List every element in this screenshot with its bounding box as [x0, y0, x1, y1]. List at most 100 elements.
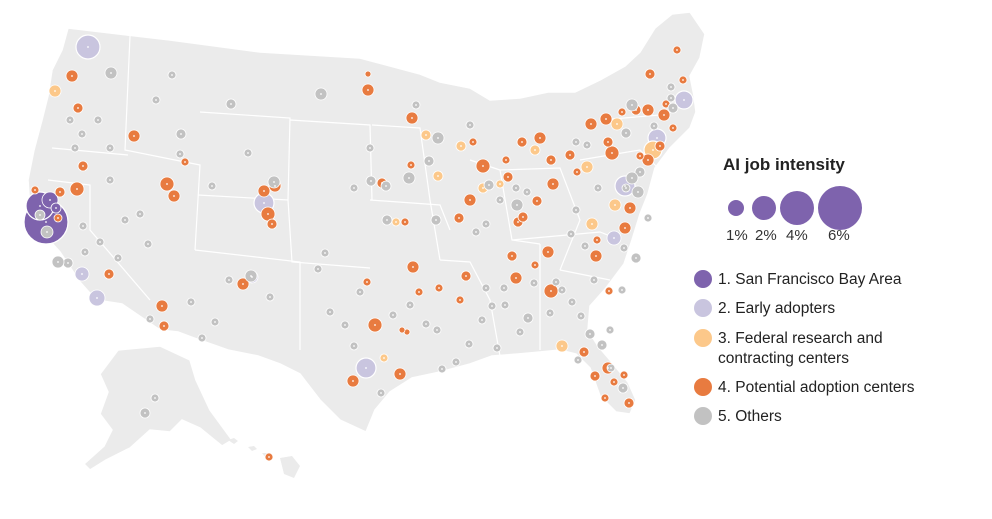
city-marker	[155, 99, 157, 101]
city-marker	[329, 311, 331, 313]
city-marker	[46, 231, 48, 233]
city-marker	[49, 199, 51, 201]
city-marker	[539, 137, 541, 139]
city-marker	[411, 117, 413, 119]
city-marker	[97, 119, 99, 121]
city-marker	[659, 145, 661, 147]
size-circle-1	[728, 200, 744, 216]
city-marker	[580, 315, 582, 317]
legend-label: 3. Federal research and contracting cent…	[718, 330, 883, 367]
federal-swatch	[694, 329, 712, 347]
city-marker	[468, 343, 470, 345]
size-label-4: 4%	[786, 227, 808, 244]
city-marker	[211, 185, 213, 187]
city-marker	[575, 209, 577, 211]
city-marker	[605, 118, 607, 120]
city-marker	[82, 165, 84, 167]
city-marker	[228, 279, 230, 281]
city-marker	[385, 185, 387, 187]
city-marker	[409, 304, 411, 306]
city-marker	[149, 318, 151, 320]
city-marker	[589, 333, 591, 335]
city-marker	[491, 305, 493, 307]
city-marker	[639, 171, 641, 173]
city-marker	[370, 180, 372, 182]
city-marker	[511, 255, 513, 257]
city-marker	[597, 187, 599, 189]
city-marker	[596, 239, 598, 241]
city-marker	[180, 133, 182, 135]
city-marker	[267, 213, 269, 215]
city-marker	[133, 135, 135, 137]
city-marker	[57, 217, 59, 219]
contiguous-us-shape	[27, 11, 706, 434]
city-marker	[366, 281, 368, 283]
city-marker	[586, 144, 588, 146]
city-dot	[398, 326, 406, 334]
city-marker	[166, 183, 168, 185]
city-marker	[496, 347, 498, 349]
size-circle-6	[818, 186, 862, 230]
city-marker	[460, 145, 462, 147]
city-marker	[455, 361, 457, 363]
city-marker	[647, 159, 649, 161]
city-marker	[163, 325, 165, 327]
city-marker	[647, 217, 649, 219]
city-marker	[575, 141, 577, 143]
city-marker	[344, 324, 346, 326]
city-marker	[672, 127, 674, 129]
city-marker	[54, 90, 56, 92]
city-marker	[410, 164, 412, 166]
city-marker	[607, 367, 609, 369]
city-marker	[663, 114, 665, 116]
size-circle-2	[752, 196, 776, 220]
hawaii-island-4	[280, 456, 300, 478]
city-marker	[365, 367, 367, 369]
city-marker	[485, 223, 487, 225]
city-marker	[621, 289, 623, 291]
city-marker	[381, 182, 383, 184]
city-marker	[374, 324, 376, 326]
city-marker	[184, 161, 186, 163]
city-marker	[408, 177, 410, 179]
size-label-2: 2%	[755, 227, 777, 244]
city-marker	[99, 241, 101, 243]
city-marker	[96, 297, 98, 299]
city-dot	[364, 70, 372, 78]
city-marker	[367, 89, 369, 91]
city-marker	[590, 123, 592, 125]
city-marker	[608, 290, 610, 292]
city-marker	[611, 152, 613, 154]
city-marker	[274, 185, 276, 187]
city-marker	[458, 217, 460, 219]
city-marker	[552, 183, 554, 185]
city-marker	[628, 402, 630, 404]
city-marker	[81, 133, 83, 135]
city-marker	[475, 231, 477, 233]
city-marker	[601, 344, 603, 346]
city-marker	[392, 314, 394, 316]
legend-label: 5. Others	[718, 408, 782, 425]
city-marker	[437, 175, 439, 177]
city-marker	[273, 181, 275, 183]
city-marker	[386, 219, 388, 221]
city-marker	[144, 412, 146, 414]
city-marker	[653, 125, 655, 127]
city-marker	[117, 257, 119, 259]
city-marker	[154, 397, 156, 399]
city-marker	[635, 257, 637, 259]
city-marker	[522, 216, 524, 218]
city-marker	[59, 191, 61, 193]
city-marker	[369, 147, 371, 149]
city-marker	[482, 187, 484, 189]
city-marker	[555, 281, 557, 283]
city-marker	[637, 191, 639, 193]
city-marker	[569, 154, 571, 156]
city-marker	[621, 111, 623, 113]
city-marker	[437, 137, 439, 139]
city-marker	[519, 331, 521, 333]
city-marker	[683, 99, 685, 101]
city-marker	[39, 214, 41, 216]
city-marker	[428, 160, 430, 162]
city-marker	[268, 456, 270, 458]
